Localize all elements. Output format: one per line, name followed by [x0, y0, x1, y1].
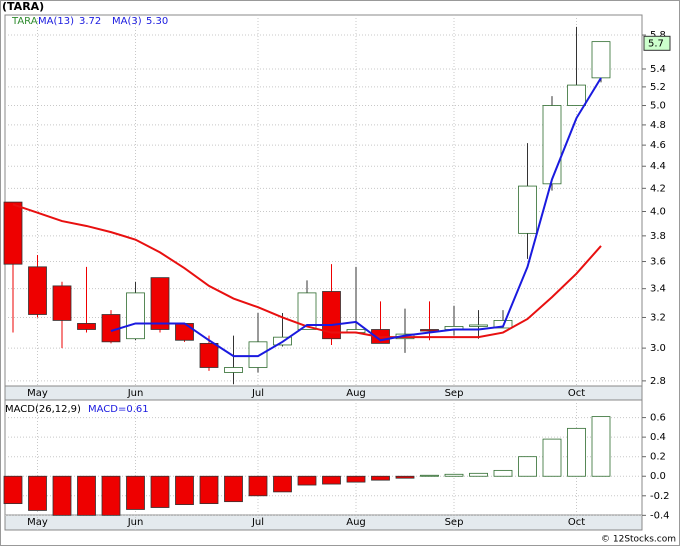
macd-bar [591, 416, 611, 477]
legend-ma13-value: 3.72 [79, 16, 101, 27]
x-tick-label: May [27, 517, 48, 528]
legend-ticker: TARA [11, 16, 38, 27]
macd-bar [493, 469, 513, 477]
macd-bar [420, 474, 439, 477]
y-tick-label: 3.0 [650, 343, 666, 354]
macd-bar [199, 475, 219, 505]
macd-bar [224, 475, 243, 503]
macd-bar [3, 475, 23, 505]
y-tick-label: 4.4 [650, 161, 666, 172]
y-tick-label: 0.6 [650, 413, 666, 424]
candle-body [297, 292, 317, 330]
macd-legend: MACD(26,12,9) [5, 404, 81, 415]
x-tick-label: Jul [251, 517, 264, 528]
macd-bar [52, 475, 72, 516]
ma-line [110, 77, 602, 358]
legend-ma13: MA(13) [38, 16, 74, 27]
last-price-box [643, 35, 671, 51]
macd-bar [542, 438, 562, 477]
x-tick-label: Oct [568, 388, 585, 399]
x-tick-label: Sep [445, 388, 464, 399]
candle-body [420, 329, 439, 332]
macd-bar [248, 475, 268, 497]
macd-x-strip [4, 514, 643, 531]
x-tick-label: Aug [346, 388, 366, 399]
x-tick-label: Sep [445, 517, 464, 528]
y-tick-label: 5.8 [650, 30, 666, 41]
legend-ma3-value: 5.30 [146, 16, 168, 27]
candle-body [567, 84, 586, 106]
candle-body [591, 41, 611, 79]
y-tick-label: 0.4 [650, 432, 666, 443]
candle-body [542, 105, 562, 185]
x-tick-label: Oct [568, 517, 585, 528]
y-tick-label: 4.2 [650, 183, 666, 194]
macd-bar [322, 475, 341, 485]
y-tick-label: 3.2 [650, 312, 666, 323]
x-tick-label: May [27, 388, 48, 399]
y-tick-label: 4.8 [650, 120, 666, 131]
chart-title: (TARA) [2, 0, 44, 13]
macd-bar [273, 475, 292, 493]
y-tick-label: -0.2 [650, 491, 670, 502]
candle-body [77, 323, 96, 330]
y-tick-label: 5.4 [650, 64, 666, 75]
x-tick-label: Aug [346, 517, 366, 528]
candle-body [199, 342, 219, 368]
x-tick-label: Jun [127, 388, 144, 399]
y-tick-label: -0.4 [650, 510, 670, 521]
x-tick-label: Jul [251, 388, 264, 399]
macd-bar [346, 475, 366, 483]
macd-bar [297, 475, 317, 486]
candle-body [126, 292, 145, 340]
macd-bar [175, 475, 194, 505]
y-tick-label: 3.4 [650, 284, 666, 295]
macd-bar [77, 475, 96, 516]
macd-bar [101, 475, 121, 516]
macd-bar [518, 456, 537, 477]
macd-bar [28, 475, 47, 511]
macd-bar [395, 475, 415, 479]
macd-bar [126, 475, 145, 510]
candle-body [175, 323, 194, 341]
candle-body [469, 324, 488, 327]
candle-body [52, 285, 72, 321]
last-price-label: 5.7 [648, 38, 664, 49]
ma-line [12, 203, 602, 339]
macd-bar [444, 473, 464, 477]
candle-body [224, 367, 243, 373]
candle-body [322, 291, 341, 340]
macd-bar [469, 472, 488, 477]
y-tick-label: 3.8 [650, 231, 666, 242]
y-tick-label: 0.2 [650, 452, 666, 463]
candle-body [518, 185, 537, 234]
y-tick-label: 4.0 [650, 206, 666, 217]
macd-bar [567, 427, 586, 477]
macd-value: MACD=0.61 [88, 404, 149, 415]
legend-ma3: MA(3) [112, 16, 142, 27]
y-tick-label: 4.6 [650, 140, 666, 151]
y-tick-label: 0.0 [650, 471, 666, 482]
y-tick-label: 5.0 [650, 101, 666, 112]
candle-body [248, 341, 268, 368]
y-tick-label: 3.6 [650, 257, 666, 268]
y-tick-label: 5.2 [650, 82, 666, 93]
candle-body [150, 277, 170, 330]
y-tick-label: 2.8 [650, 376, 666, 387]
candle-body [3, 201, 23, 265]
x-tick-label: Jun [127, 517, 144, 528]
candle-body [28, 266, 47, 315]
macd-bar [150, 475, 170, 508]
footer: © 12Stocks.com [601, 535, 676, 545]
macd-bar [371, 475, 390, 481]
price-x-strip [4, 385, 643, 401]
